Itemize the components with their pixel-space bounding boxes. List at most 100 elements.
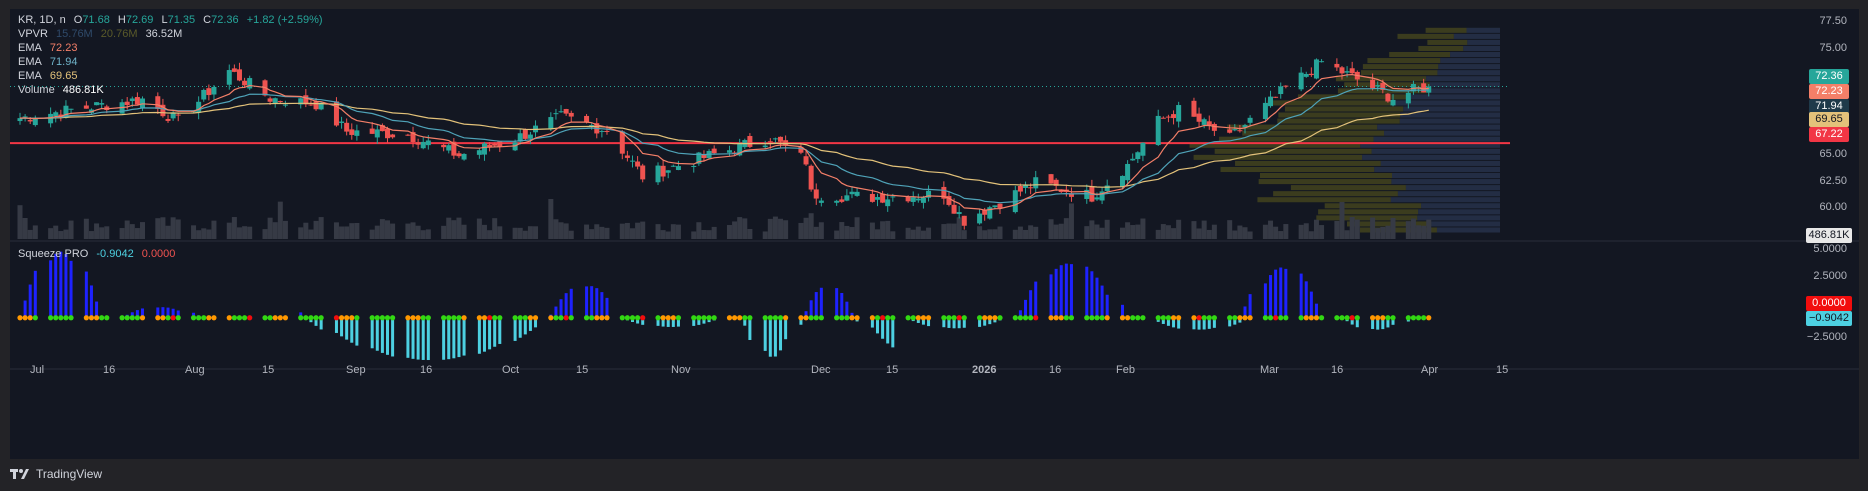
volume-bar: [517, 227, 523, 239]
candle-body: [27, 119, 33, 122]
volume-tag: 486.81K: [1806, 228, 1852, 243]
squeeze-dot: [497, 315, 503, 321]
squeeze-bar: [590, 286, 594, 318]
candle-body: [129, 98, 135, 102]
squeeze-dot: [22, 315, 28, 321]
volume-profile-bar: [1429, 82, 1500, 88]
squeeze-dot: [1089, 315, 1095, 321]
squeeze-dot: [640, 315, 646, 321]
squeeze-bar: [95, 301, 99, 318]
chart-area[interactable]: KR, 1D, n O71.68 H72.69 L71.35 C72.36 +1…: [10, 9, 1859, 459]
candle-body: [982, 209, 988, 215]
squeeze-dot: [798, 315, 804, 321]
hline-price-tag: 67.22: [1809, 127, 1849, 142]
osc-zero-tag: 0.0000: [1806, 296, 1852, 311]
squeeze-dot: [624, 315, 630, 321]
candle-body: [977, 213, 983, 224]
volume-bar: [589, 229, 595, 239]
squeeze-dot: [369, 315, 375, 321]
squeeze-bar: [176, 310, 180, 318]
squeeze-bar: [447, 317, 451, 360]
squeeze-dot: [318, 315, 324, 321]
squeeze-bar: [54, 253, 58, 318]
volume-bar: [481, 224, 487, 239]
candle-body: [905, 196, 911, 202]
volume-legend[interactable]: Volume 486.81K: [18, 83, 109, 98]
squeeze-dot: [170, 315, 176, 321]
volume-bar: [1012, 229, 1018, 239]
volume-bar: [635, 222, 641, 239]
time-tick: 16: [1331, 364, 1344, 376]
time-tick: 16: [103, 364, 116, 376]
volume-bar: [1023, 229, 1029, 239]
squeeze-bar: [1197, 317, 1201, 330]
volume-bar: [1334, 220, 1340, 239]
squeeze-bar: [927, 317, 931, 327]
volume-profile-bar: [1267, 100, 1396, 106]
volume-profile-bar: [1397, 191, 1500, 197]
volume-profile-bar: [1297, 94, 1410, 100]
squeeze-dot: [1068, 315, 1075, 321]
squeeze-dot: [481, 315, 488, 321]
squeeze-dot: [1012, 315, 1018, 321]
squeeze-legend[interactable]: Squeeze PRO -0.9042 0.0000: [18, 247, 180, 262]
brand-label[interactable]: TradingView: [36, 467, 103, 481]
candle-body: [451, 141, 457, 156]
squeeze-bar: [406, 317, 410, 358]
squeeze-dot: [298, 315, 304, 321]
squeeze-dot: [384, 315, 391, 321]
vpvr-value-2: 20.76M: [100, 28, 138, 40]
squeeze-bar: [1121, 304, 1124, 318]
volume-bar: [1089, 220, 1095, 239]
volume-bar: [1319, 225, 1325, 239]
squeeze-dot: [834, 315, 840, 321]
squeeze-dot: [160, 315, 166, 321]
candle-body: [1155, 115, 1161, 146]
volume-bar: [1344, 230, 1350, 239]
squeeze-dot: [1410, 315, 1417, 321]
ema3-legend[interactable]: EMA 69.65: [18, 69, 82, 84]
candle-body: [267, 98, 273, 102]
squeeze-bar: [1279, 267, 1283, 318]
time-tick: Jul: [30, 364, 45, 376]
squeeze-dot: [17, 315, 23, 321]
chart-svg[interactable]: [10, 9, 1859, 459]
symbol-label[interactable]: KR, 1D, n: [18, 14, 66, 26]
time-tick: 2026: [972, 364, 997, 376]
squeeze-dot: [777, 315, 784, 321]
squeeze-dot: [48, 315, 54, 321]
volume-bar: [1140, 218, 1146, 239]
squeeze-dot: [93, 315, 100, 321]
squeeze-dot: [32, 315, 38, 321]
tradingview-logo-icon[interactable]: [10, 467, 30, 481]
squeeze-bar: [784, 317, 788, 340]
squeeze-dot: [854, 315, 860, 321]
squeeze-dot: [1262, 315, 1269, 321]
time-tick: Dec: [811, 364, 831, 376]
squeeze-dot: [344, 315, 350, 321]
squeeze-dot: [905, 315, 911, 321]
squeeze-bar: [64, 254, 68, 318]
vpvr-legend[interactable]: VPVR 15.76M 20.76M 36.52M: [18, 27, 187, 42]
squeeze-dot: [737, 315, 743, 321]
ema2-legend[interactable]: EMA 71.94: [18, 55, 82, 70]
volume-bar: [134, 228, 140, 239]
volume-bar: [599, 226, 605, 239]
candle-body: [813, 189, 819, 199]
time-tick: 16: [1049, 364, 1062, 376]
ema1-legend[interactable]: EMA 72.23: [18, 41, 82, 56]
candle-body: [354, 130, 360, 136]
candle-body: [461, 153, 467, 160]
squeeze-bar: [370, 317, 374, 349]
ema3-price-tag: 69.65: [1809, 112, 1849, 127]
squeeze-histogram: [17, 251, 1432, 361]
squeeze-dot: [1298, 315, 1304, 321]
squeeze-bar: [1029, 290, 1033, 318]
volume-profile-bar: [1391, 173, 1500, 179]
squeeze-dot: [670, 315, 676, 321]
squeeze-bar: [559, 299, 563, 318]
squeeze-dot: [665, 315, 671, 321]
volume-profile-bar: [1425, 27, 1467, 33]
candle-body: [313, 101, 319, 110]
squeeze-bar: [482, 317, 486, 352]
